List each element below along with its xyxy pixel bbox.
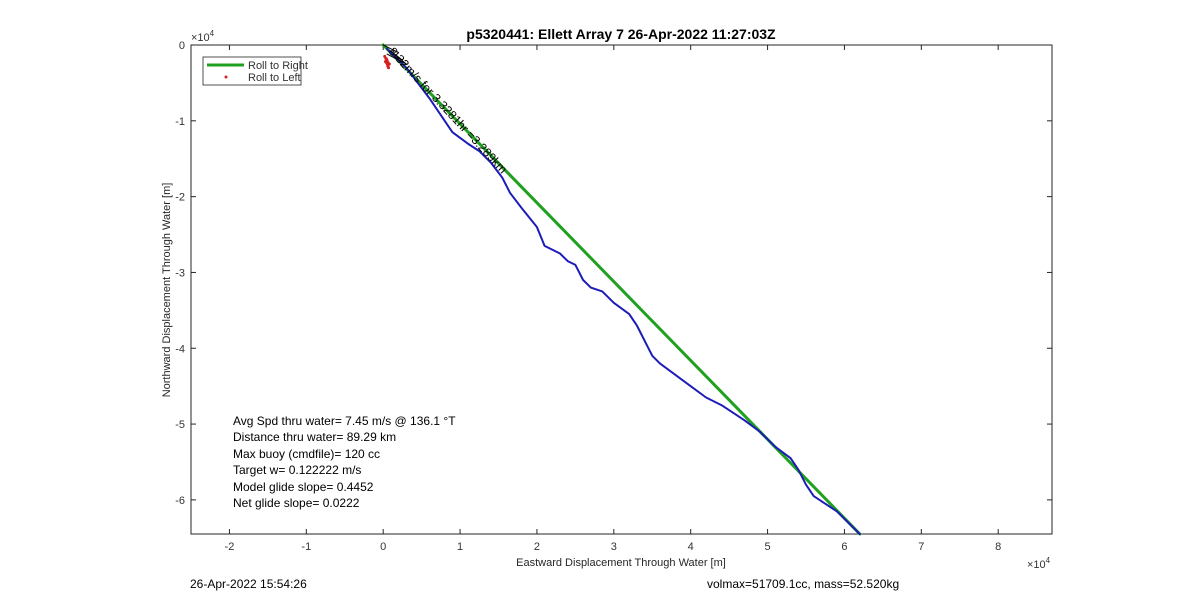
x-axis-ticks: -2 -1 0 1 2 3 4 5 6 7 8 xyxy=(225,45,1001,553)
legend-box xyxy=(202,56,302,86)
legend-swatch-roll-left xyxy=(224,75,228,79)
roll-left-point xyxy=(383,60,387,64)
stats-line: Max buoy (cmdfile)= 120 cc xyxy=(233,447,380,461)
x-exponent-base: ×10 xyxy=(1027,559,1046,571)
legend-label-roll-left: Roll to Left xyxy=(248,72,301,84)
y-tick-label: -5 xyxy=(175,419,185,431)
stats-line: Avg Spd thru water= 7.45 m/s @ 136.1 °T xyxy=(233,414,456,428)
x-axis-label: Eastward Displacement Through Water [m] xyxy=(516,557,726,569)
svg-text:×104: ×104 xyxy=(1027,556,1051,571)
footer-mass-info: volmax=51709.1cc, mass=52.520kg xyxy=(707,577,900,591)
stats-line: Target w= 0.122222 m/s xyxy=(233,463,361,477)
stats-line: Distance thru water= 89.29 km xyxy=(233,430,396,444)
x-tick-label: 3 xyxy=(611,541,617,553)
svg-text:×104: ×104 xyxy=(191,29,215,44)
chart-title: p5320441: Ellett Array 7 26-Apr-2022 11:… xyxy=(466,26,776,42)
y-tick-label: -3 xyxy=(175,267,185,279)
y-exponent-power: 4 xyxy=(210,29,215,38)
series-layer xyxy=(381,43,862,536)
x-tick-label: 6 xyxy=(841,541,847,553)
y-tick-label: -6 xyxy=(175,495,185,507)
x-tick-label: 0 xyxy=(380,541,386,553)
x-tick-label: -1 xyxy=(301,541,311,553)
y-axis-ticks: 0 -1 -2 -3 -4 -5 -6 xyxy=(175,40,1052,507)
series-line-1 xyxy=(386,47,861,535)
roll-left-point xyxy=(384,57,388,61)
x-tick-label: 8 xyxy=(995,541,1001,553)
y-tick-label: -2 xyxy=(175,192,185,204)
x-tick-label: 5 xyxy=(765,541,771,553)
roll-left-point xyxy=(383,54,387,58)
x-tick-label: 2 xyxy=(534,541,540,553)
series-line-0 xyxy=(381,43,862,536)
y-exponent-base: ×10 xyxy=(191,32,210,44)
roll-left-point xyxy=(387,62,391,66)
x-tick-label: 4 xyxy=(688,541,694,553)
x-tick-label: -2 xyxy=(225,541,235,553)
stats-line: Model glide slope= 0.4452 xyxy=(233,480,374,494)
footer-timestamp: 26-Apr-2022 15:54:26 xyxy=(190,577,307,591)
series-line-2 xyxy=(382,44,407,65)
y-tick-label: -4 xyxy=(175,343,185,355)
roll-left-point xyxy=(387,66,391,70)
x-exponent-power: 4 xyxy=(1046,556,1051,565)
stats-line: Net glide slope= 0.0222 xyxy=(233,496,360,510)
y-axis-label: Northward Displacement Through Water [m] xyxy=(161,183,173,398)
x-exponent-label: ×104 xyxy=(1027,556,1051,571)
legend: Roll to Right Roll to Left xyxy=(202,56,308,86)
legend-label-roll-right: Roll to Right xyxy=(248,60,308,72)
x-tick-label: 1 xyxy=(457,541,463,553)
y-tick-label: -1 xyxy=(175,116,185,128)
y-exponent-label: ×104 xyxy=(191,29,215,44)
stats-block: Avg Spd thru water= 7.45 m/s @ 136.1 °T … xyxy=(233,414,456,510)
y-tick-label: 0 xyxy=(179,40,185,52)
x-tick-label: 7 xyxy=(918,541,924,553)
